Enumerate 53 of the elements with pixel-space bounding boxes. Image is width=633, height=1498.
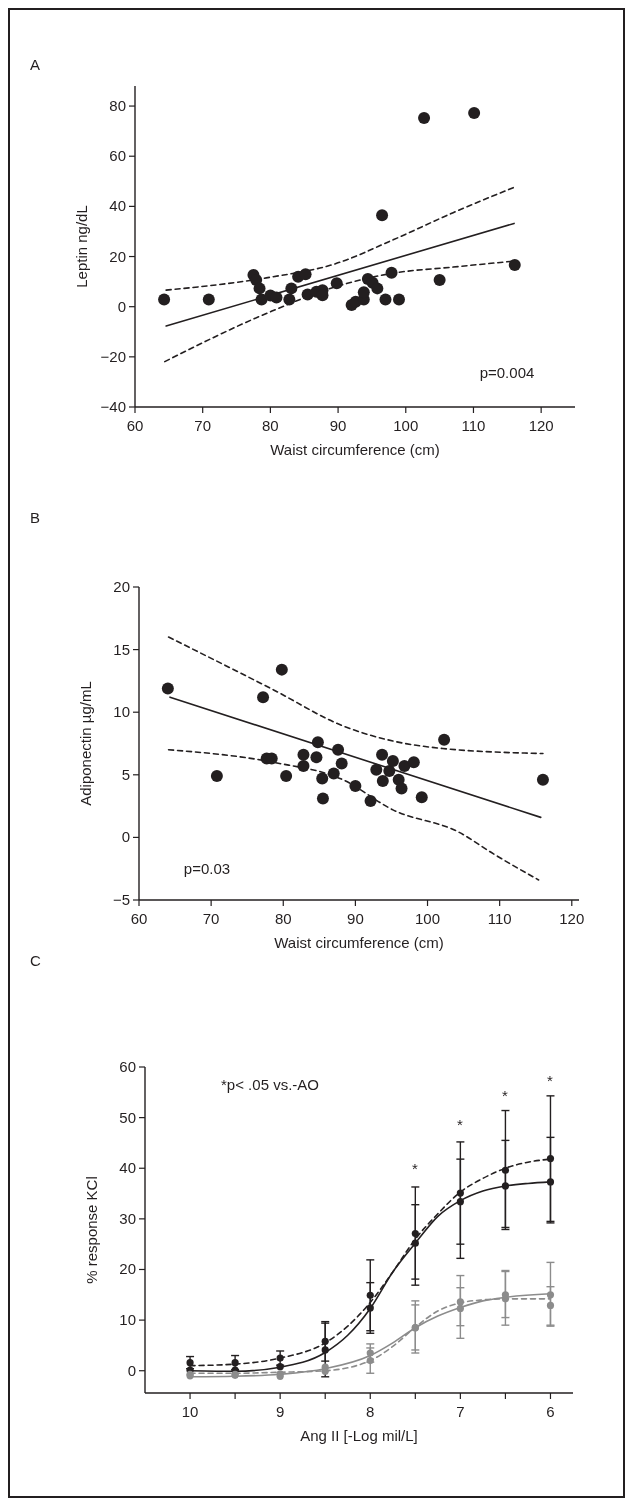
x-tick-label: 8 <box>366 1403 375 1420</box>
annotation: p=0.03 <box>183 860 231 877</box>
annotation: * <box>412 1160 419 1177</box>
chart-title: A <box>30 56 41 73</box>
y-tick-label: −5 <box>112 891 130 908</box>
chart-title: B <box>30 509 41 526</box>
y-tick-label: 20 <box>109 247 126 265</box>
y-tick-label: 30 <box>119 1209 136 1227</box>
x-axis-title: Waist circumference (cm) <box>274 934 444 951</box>
x-tick-label: 6 <box>546 1403 555 1420</box>
x-tick-label: 7 <box>456 1403 465 1420</box>
y-tick-label: 20 <box>119 1260 136 1278</box>
y-tick-label: −40 <box>100 398 126 415</box>
y-axis-title: Adiponectin µg/mL <box>77 681 94 806</box>
y-tick-label: 10 <box>119 1311 136 1329</box>
y-tick-label: 60 <box>119 1058 136 1075</box>
y-tick-label: −20 <box>100 347 126 365</box>
x-tick-label: 10 <box>181 1403 199 1420</box>
y-tick-label: 5 <box>121 765 130 783</box>
x-axis-title: Ang II [-Log mil/L] <box>300 1427 418 1444</box>
x-tick-label: 100 <box>415 910 441 927</box>
y-tick-label: 60 <box>109 147 126 165</box>
x-tick-label: 120 <box>559 910 585 927</box>
y-tick-label: 40 <box>119 1159 136 1177</box>
annotation: p=0.004 <box>479 364 535 381</box>
y-axis-title: Leptin ng/dL <box>73 205 90 288</box>
x-tick-label: 120 <box>528 417 554 434</box>
y-tick-label: 0 <box>117 297 126 315</box>
y-axis-title: % response KCl <box>83 1176 100 1284</box>
x-tick-label: 110 <box>461 417 486 434</box>
y-tick-label: 0 <box>121 828 130 846</box>
x-tick-label: 9 <box>275 1403 285 1420</box>
x-tick-label: 90 <box>347 910 364 927</box>
x-tick-label: 80 <box>274 910 292 927</box>
x-tick-label: 70 <box>202 910 220 927</box>
x-tick-label: 100 <box>393 417 419 434</box>
y-tick-label: 15 <box>113 640 130 658</box>
annotation: *p< .05 vs.-AO <box>221 1076 319 1093</box>
y-tick-label: 80 <box>109 97 126 115</box>
chart-title: C <box>30 952 41 969</box>
x-tick-label: 80 <box>262 417 279 434</box>
y-tick-label: 50 <box>119 1108 136 1126</box>
x-tick-label: 90 <box>329 417 347 434</box>
x-tick-label: 70 <box>194 417 212 434</box>
y-tick-label: 0 <box>127 1361 136 1379</box>
y-tick-label: 10 <box>113 703 130 721</box>
x-tick-label: 110 <box>487 910 512 927</box>
annotation: * <box>502 1087 509 1104</box>
annotation: * <box>547 1072 554 1089</box>
y-tick-label: 20 <box>113 578 130 595</box>
x-axis-title: Waist circumference (cm) <box>270 441 440 458</box>
y-tick-label: 40 <box>109 197 126 215</box>
annotation: * <box>457 1116 464 1133</box>
